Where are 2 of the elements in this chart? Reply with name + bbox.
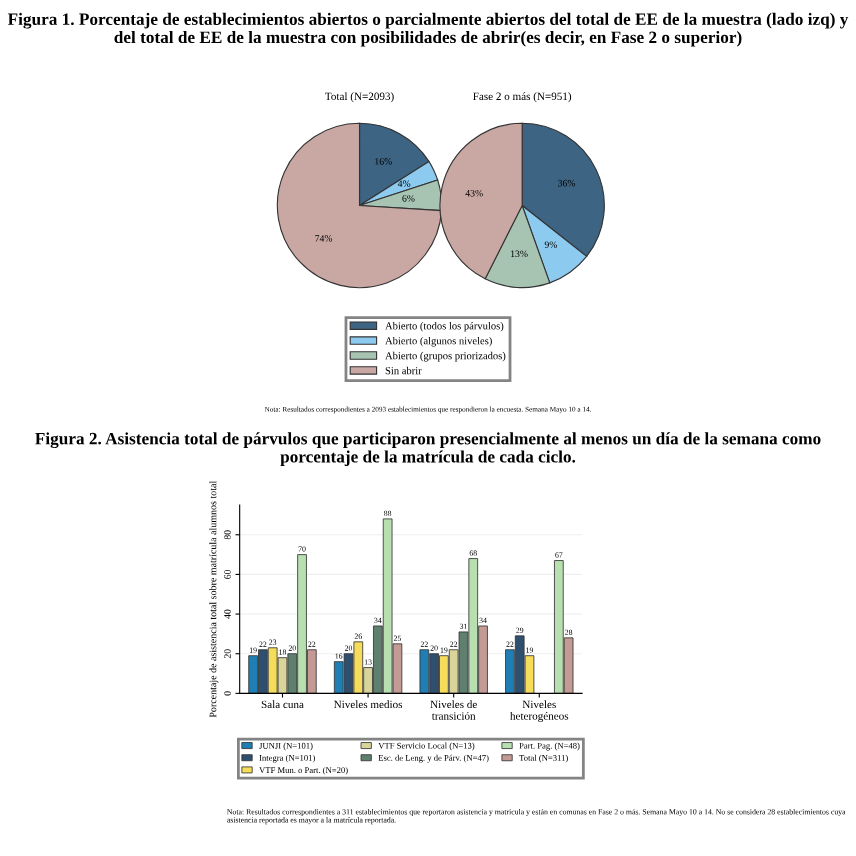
chart-title: Figura 1. Porcentaje de establecimientos abiertos o parcialmente abiertos del total de EE de la muestra (lado izq) y del total de EE de la muestra con posibilidades de abrir(es decir, en Fase 2 o superior) xyxy=(7,12,849,47)
chart-title: Figura 2. Asistencia total de párvulos que participaron presencialmente al menos un día de la semana como porcentaje de la matrícula de cada ciclo. xyxy=(35,432,821,467)
